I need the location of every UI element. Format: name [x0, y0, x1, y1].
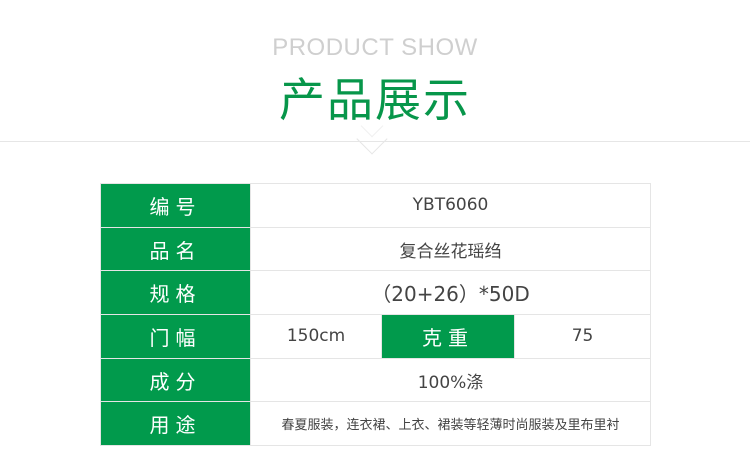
divider [0, 141, 750, 142]
row-value: （20+26）*50D [249, 270, 652, 316]
table-row: 用途 春夏服装，连衣裙、上衣、裙装等轻薄时尚服装及里布里衬 [100, 401, 652, 447]
product-spec-table: 编号 YBT6060 品名 复合丝花瑶绉 规格 （20+26）*50D 门幅 150cm… [100, 183, 652, 447]
row-value: 150cm [250, 314, 382, 359]
row-label: 品名 [100, 226, 251, 272]
table-row: 规格 （20+26）*50D [100, 270, 652, 316]
row-label: 成分 [100, 357, 251, 403]
subtitle-en: PRODUCT SHOW [272, 34, 478, 61]
table-row: 门幅 150cm 克重 75 [100, 314, 652, 359]
page-title: 产品展示 [279, 73, 471, 127]
row-value: 春夏服装，连衣裙、上衣、裙装等轻薄时尚服装及里布里衬 [249, 401, 652, 447]
row-label: 用途 [100, 401, 251, 447]
row-label: 编号 [100, 183, 251, 228]
table-row: 成分 100%涤 [100, 357, 652, 403]
row-value: 75 [513, 314, 652, 359]
row-label: 门幅 [100, 314, 251, 359]
row-value: 100%涤 [249, 357, 652, 403]
row-label: 克重 [381, 314, 515, 359]
table-row: 编号 YBT6060 [100, 183, 652, 228]
row-label: 规格 [100, 270, 251, 316]
row-value: 复合丝花瑶绉 [249, 226, 652, 272]
row-value: YBT6060 [249, 183, 652, 228]
table-row: 品名 复合丝花瑶绉 [100, 226, 652, 272]
